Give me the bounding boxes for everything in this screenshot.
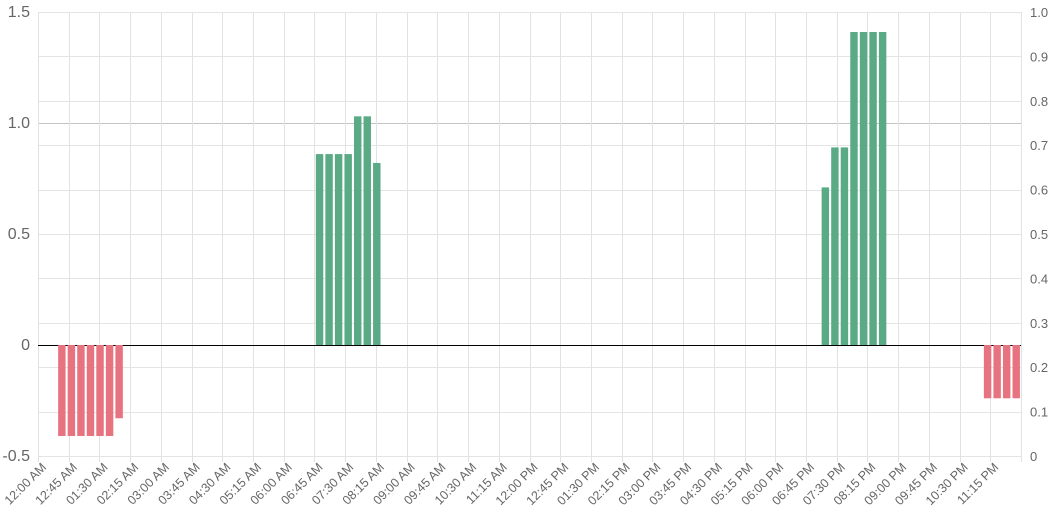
bar <box>325 154 333 345</box>
bars <box>58 31 1020 437</box>
bar <box>86 345 95 437</box>
y-tick-label: -0.5 <box>2 448 30 465</box>
bar <box>821 187 830 345</box>
bar <box>105 345 114 437</box>
bar <box>344 154 352 345</box>
y2-tick-label: 1.0 <box>1030 5 1048 20</box>
bar <box>878 31 887 345</box>
y2-tick-label: 0.8 <box>1030 94 1048 109</box>
bar <box>58 345 66 437</box>
grid <box>38 12 1022 462</box>
y2-tick-label: 0.4 <box>1030 271 1048 286</box>
bar <box>373 162 381 345</box>
bar <box>993 345 1001 399</box>
bar <box>1012 345 1020 399</box>
y-tick-label: 0.5 <box>8 226 30 243</box>
bar <box>840 147 849 345</box>
y-tick-label: 1.0 <box>8 115 30 132</box>
y2-tick-label: 0.6 <box>1030 183 1048 198</box>
bar <box>869 31 877 345</box>
bar <box>831 147 839 345</box>
y2-tick-label: 0 <box>1030 449 1037 464</box>
bar <box>315 154 324 345</box>
bar <box>1002 345 1011 399</box>
bar <box>77 345 85 437</box>
bar <box>859 31 868 345</box>
bar <box>115 345 123 419</box>
y-tick-label: 0 <box>21 337 30 354</box>
y2-tick-label: 0.7 <box>1030 138 1048 153</box>
bar <box>363 116 371 345</box>
bar <box>983 345 992 399</box>
y-tick-label: 1.5 <box>8 4 30 21</box>
y2-tick-label: 0.2 <box>1030 360 1048 375</box>
bar <box>67 345 76 437</box>
bar <box>334 154 343 345</box>
bar <box>96 345 104 437</box>
y2-tick-label: 0.3 <box>1030 316 1048 331</box>
axes: 1.5 1.0 0.5 0 -0.5 1.0 0.9 0.8 0.7 0.6 0.5 0.4 0.3 0.… <box>2 4 1048 508</box>
bar <box>353 116 362 345</box>
y2-tick-label: 0.1 <box>1030 405 1048 420</box>
bar <box>850 31 858 345</box>
y2-tick-label: 0.5 <box>1030 227 1048 242</box>
y2-tick-label: 0.9 <box>1030 49 1048 64</box>
